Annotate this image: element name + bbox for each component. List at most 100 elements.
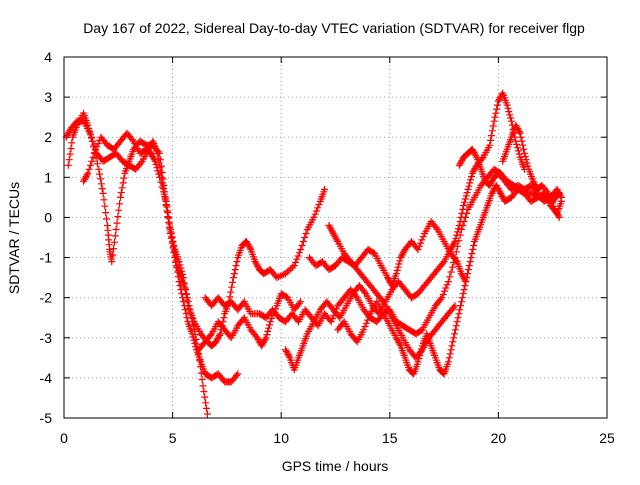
data-point [66,150,74,158]
data-point [220,314,228,322]
data-point [203,404,210,412]
data-point [461,195,469,203]
data-point [529,177,537,185]
data-point [95,165,103,173]
data-point [294,252,302,260]
data-point [458,294,466,302]
data-point [439,291,447,298]
data-point [396,340,404,348]
data-point [190,336,198,344]
data-point [394,337,402,345]
data-point [417,239,425,247]
data-point [262,334,270,342]
data-point [154,167,162,175]
data-point [227,288,235,296]
data-point [115,206,123,214]
data-point [439,259,447,267]
data-point [102,209,110,217]
data-point [516,129,524,137]
data-point [455,310,463,318]
data-point [464,270,472,278]
data-point [158,183,166,191]
data-point [258,342,266,350]
y-axis-label: SDTVAR / TECUs [6,182,22,294]
data-point [97,180,105,188]
data-point [253,334,261,342]
data-point [488,127,496,135]
data-point [454,225,462,233]
data-point [557,192,564,200]
data-point [260,337,268,345]
data-point [90,141,98,149]
data-point [263,331,271,339]
data-point [395,260,403,268]
data-point [229,278,236,286]
data-point [524,162,532,170]
data-point [64,161,72,169]
data-point [184,302,192,310]
data-point [99,189,107,197]
data-point [229,274,237,282]
data-point [90,149,98,157]
data-point [496,188,504,196]
data-point [514,144,521,152]
data-point [514,147,522,155]
data-point [150,154,157,162]
data-point [119,179,127,187]
data-point [451,330,458,338]
data-point [458,157,466,164]
data-point [458,209,466,217]
data-point [289,263,296,271]
data-point [183,296,191,304]
data-point [272,305,280,313]
data-point [465,262,473,270]
data-point [385,275,392,283]
y-tick-label: 0 [44,209,52,225]
data-point [444,358,452,366]
chart-title: Day 167 of 2022, Sidereal Day-to-day VTE… [83,20,585,36]
data-point [505,108,513,116]
data-point [393,335,401,343]
data-point [364,316,372,324]
y-tick-label: -5 [40,410,53,426]
data-point [489,122,497,130]
data-point [83,171,91,179]
data-point [287,265,295,273]
data-point [446,273,454,281]
data-point [378,296,386,304]
data-point [266,318,274,326]
data-point [232,262,240,270]
x-tick-label: 0 [60,430,68,446]
x-tick-label: 10 [273,430,289,446]
data-point [110,245,117,253]
data-point [93,143,101,151]
plot-frame [63,56,608,419]
data-point [551,205,559,213]
data-point [494,97,502,105]
data-point [199,382,207,390]
series-track-c [80,129,329,350]
data-point [295,249,303,257]
y-tick-label: -3 [40,330,53,346]
series-track-i [455,145,565,205]
data-point [234,370,242,378]
data-point [486,181,494,189]
data-point [191,339,199,347]
x-tick-label: 15 [382,430,398,446]
data-point [519,141,527,149]
data-point [414,246,422,253]
data-point [201,393,209,401]
data-point [523,159,531,167]
data-point [297,298,305,306]
series-track-a [64,109,211,418]
data-point [174,273,182,281]
data-point [153,149,161,157]
data-point [155,170,163,178]
data-point [270,308,278,316]
data-point [181,285,189,293]
data-point [454,314,462,322]
data-point [169,238,177,245]
data-series [62,89,565,418]
data-point [182,310,190,318]
data-point [252,259,260,267]
